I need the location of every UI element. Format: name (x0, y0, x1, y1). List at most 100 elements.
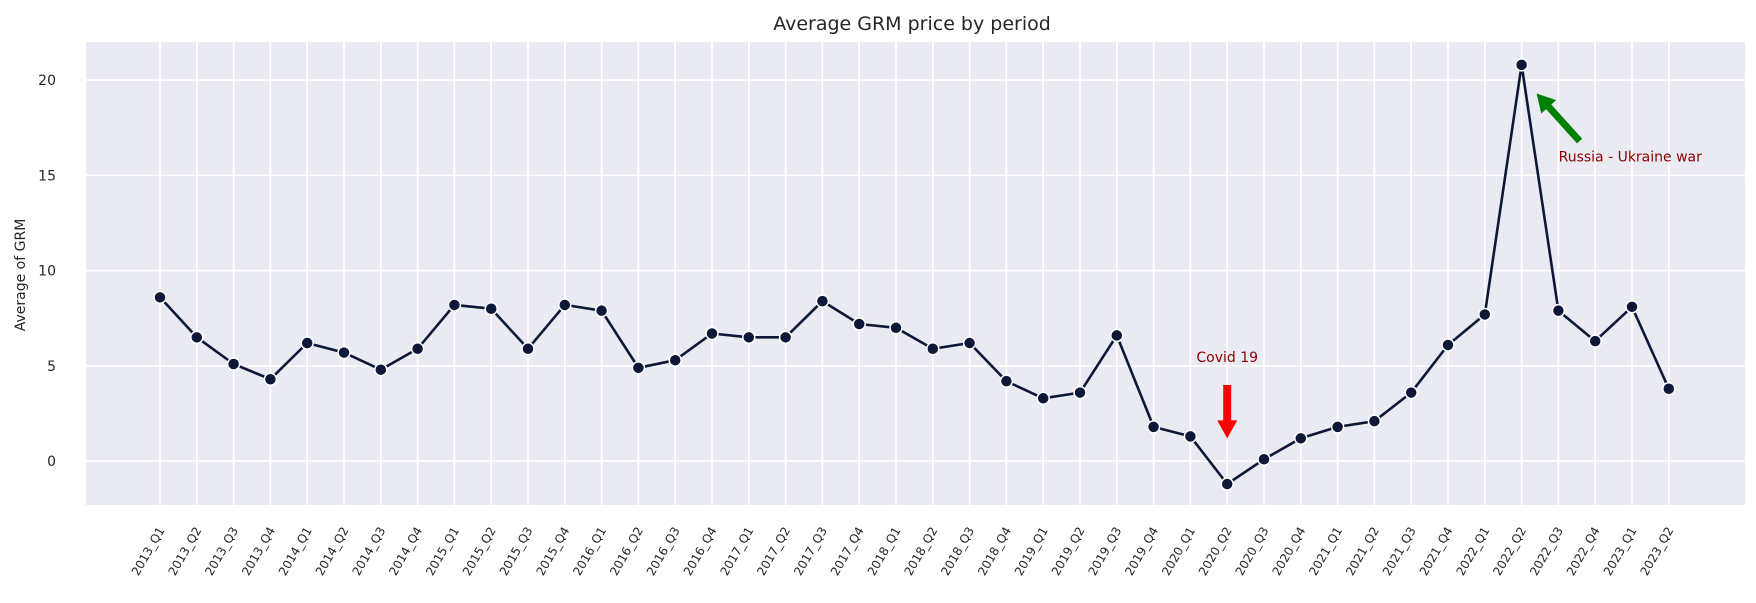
data-point (1073, 385, 1087, 400)
data-point (1330, 420, 1345, 434)
plot-area (86, 42, 1745, 505)
x-tick-label: 2020_Q2 (1196, 525, 1235, 578)
x-tick-label: 2019_Q4 (1122, 525, 1161, 578)
y-tick-label: 20 (38, 73, 56, 89)
x-tick-label: 2014_Q4 (386, 525, 425, 578)
x-tick-label: 2021_Q2 (1343, 525, 1382, 578)
data-point (374, 362, 388, 377)
data-point (668, 353, 682, 367)
x-tick-label: 2022_Q3 (1527, 525, 1566, 578)
data-point (889, 321, 903, 335)
x-tick-label: 2022_Q4 (1564, 525, 1603, 578)
data-point (558, 298, 572, 312)
data-point (1220, 477, 1234, 491)
x-tick-label: 2019_Q1 (1012, 525, 1051, 578)
x-tick-label: 2016_Q3 (644, 525, 683, 578)
x-tick-label: 2023_Q1 (1601, 525, 1640, 578)
data-point (521, 342, 535, 356)
x-tick-label: 2013_Q4 (239, 525, 278, 578)
x-tick-label: 2013_Q2 (165, 525, 204, 578)
data-point (1367, 414, 1382, 428)
data-point (153, 290, 167, 305)
series-line (159, 63, 1670, 486)
x-tick-label: 2015_Q2 (460, 525, 499, 578)
x-axis-ticks: 2013_Q12013_Q22013_Q32013_Q42014_Q12014_… (129, 525, 1677, 578)
covid-arrow-icon (1217, 384, 1238, 439)
data-point (815, 294, 830, 308)
data-point (447, 298, 462, 312)
data-point (337, 345, 351, 360)
x-tick-label: 2017_Q4 (828, 525, 867, 578)
data-point (999, 374, 1014, 388)
x-tick-label: 2020_Q4 (1269, 525, 1308, 578)
x-tick-label: 2021_Q3 (1380, 525, 1419, 578)
data-point (1036, 391, 1050, 406)
x-tick-label: 2018_Q2 (901, 525, 940, 578)
y-tick-label: 10 (38, 264, 56, 280)
data-point (300, 336, 314, 350)
x-tick-label: 2022_Q1 (1453, 525, 1492, 578)
data-point (1662, 382, 1676, 396)
x-tick-label: 2021_Q1 (1306, 525, 1345, 578)
data-point (263, 372, 278, 386)
data-point (926, 342, 940, 356)
annotation-covid-label: Covid 19 (1196, 350, 1258, 366)
y-tick-label: 5 (47, 359, 56, 375)
data-point (1551, 303, 1566, 318)
x-tick-label: 2015_Q3 (497, 525, 536, 578)
data-point (778, 330, 793, 345)
annotation-war-label: Russia - Ukraine war (1559, 149, 1703, 165)
x-tick-label: 2023_Q2 (1637, 525, 1676, 578)
x-tick-label: 2022_Q2 (1490, 525, 1529, 578)
war-arrow-icon (1536, 93, 1583, 144)
data-point (1110, 328, 1124, 343)
data-point (1294, 431, 1308, 446)
series-line-group (153, 58, 1676, 491)
data-point (410, 342, 425, 356)
x-tick-label: 2014_Q3 (349, 525, 388, 578)
data-point (1183, 429, 1198, 444)
war-arrow-shape (1536, 93, 1583, 144)
x-tick-label: 2015_Q1 (423, 525, 462, 578)
data-point (1404, 385, 1418, 400)
x-tick-label: 2016_Q2 (607, 525, 646, 578)
y-tick-label: 15 (38, 168, 56, 184)
x-tick-label: 2015_Q4 (533, 525, 572, 578)
data-point (705, 326, 719, 341)
data-point (631, 361, 646, 375)
x-tick-label: 2019_Q2 (1049, 525, 1088, 578)
x-tick-label: 2018_Q1 (865, 525, 904, 578)
data-point (1441, 338, 1455, 352)
x-tick-label: 2013_Q1 (129, 525, 168, 578)
y-axis-label: Average of GRM (13, 219, 29, 332)
x-tick-label: 2018_Q4 (975, 525, 1014, 578)
data-point (226, 357, 241, 371)
data-point (190, 330, 204, 345)
x-tick-label: 2016_Q1 (570, 525, 609, 578)
data-point (1625, 300, 1639, 314)
x-tick-label: 2014_Q2 (313, 525, 352, 578)
data-point (1588, 334, 1602, 348)
chart-title: Average GRM price by period (773, 13, 1051, 35)
x-tick-label: 2020_Q1 (1159, 525, 1198, 578)
y-tick-label: 0 (47, 454, 56, 470)
data-point (1514, 58, 1529, 72)
y-axis-ticks: 0 5 10 15 20 (38, 73, 56, 470)
x-tick-label: 2019_Q3 (1085, 525, 1124, 578)
data-point (1146, 420, 1161, 434)
x-tick-label: 2016_Q4 (681, 525, 720, 578)
annotations: Covid 19 Russia - Ukraine war (1196, 93, 1703, 439)
x-tick-label: 2020_Q3 (1233, 525, 1272, 578)
x-tick-label: 2013_Q3 (202, 525, 241, 578)
data-point (1478, 307, 1492, 322)
data-point (594, 303, 609, 318)
x-tick-label: 2021_Q4 (1417, 525, 1456, 578)
data-point (484, 301, 498, 316)
data-point (962, 336, 977, 350)
x-tick-label: 2017_Q2 (754, 525, 793, 578)
data-point (742, 330, 756, 345)
data-point (1257, 452, 1271, 467)
data-point (852, 317, 866, 331)
x-tick-label: 2018_Q3 (938, 525, 977, 578)
